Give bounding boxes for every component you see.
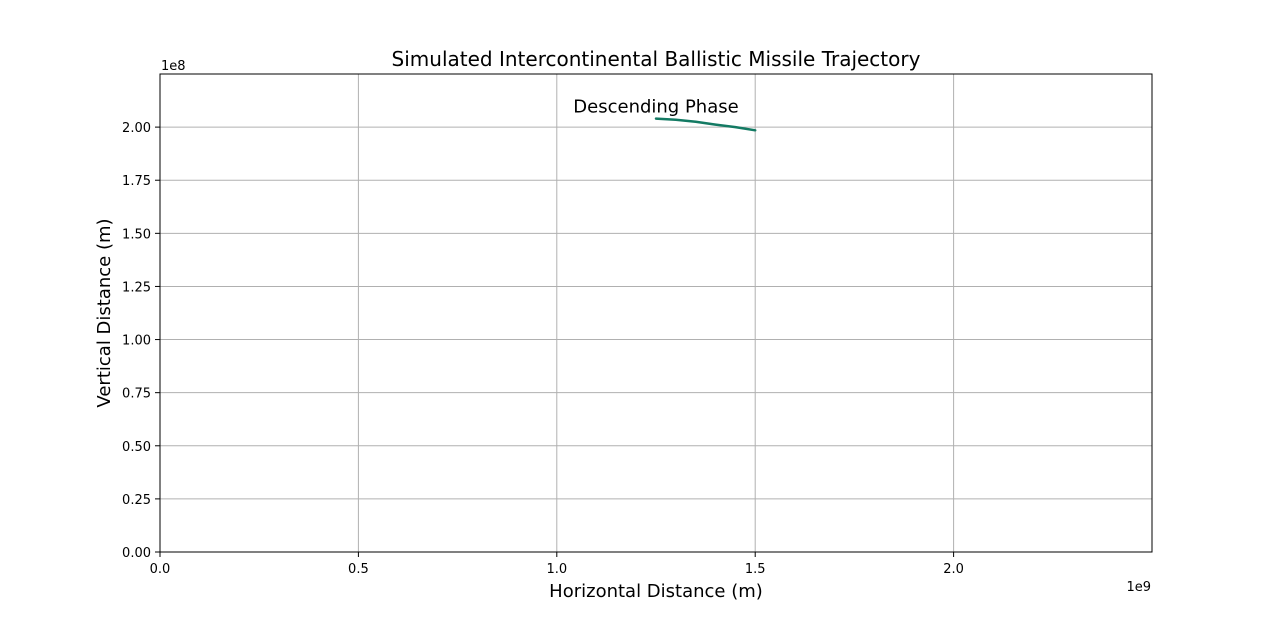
grid [159,74,1152,553]
x-tick-label: 1.5 [745,562,766,577]
x-tick-label: 0.5 [348,562,369,577]
y-offset-label: 1e8 [161,59,186,74]
y-tick-label: 2.00 [122,121,151,136]
x-axis-label: Horizontal Distance (m) [549,581,763,602]
y-tick-label: 1.50 [122,227,151,242]
annotations: Descending Phase [573,97,738,118]
y-axis-label: Vertical Distance (m) [94,218,115,407]
y-tick-label: 0.25 [122,493,151,508]
y-tick-label: 0.50 [122,440,151,455]
y-tick-label: 0.00 [122,546,151,561]
plot-frame [159,73,1153,553]
x-tick-label: 2.0 [943,562,964,577]
y-tick-label: 0.75 [122,387,151,402]
ticks: 0.0 0.5 1.0 1.5 2.0 0.00 0.25 0.50 0.75 1.00 1.25 1… [122,121,964,577]
y-tick-label: 1.75 [122,174,151,189]
x-tick-label: 1.0 [546,562,567,577]
y-tick-label: 1.00 [122,334,151,349]
chart-title: Simulated Intercontinental Ballistic Mis… [392,47,921,71]
y-tick-label: 1.25 [122,280,151,295]
x-offset-label: 1e9 [1126,580,1151,595]
trajectory-line [654,117,757,132]
annotation-label: Descending Phase [573,97,738,118]
series-layer [654,117,757,132]
x-tick-label: 0.0 [150,562,171,577]
